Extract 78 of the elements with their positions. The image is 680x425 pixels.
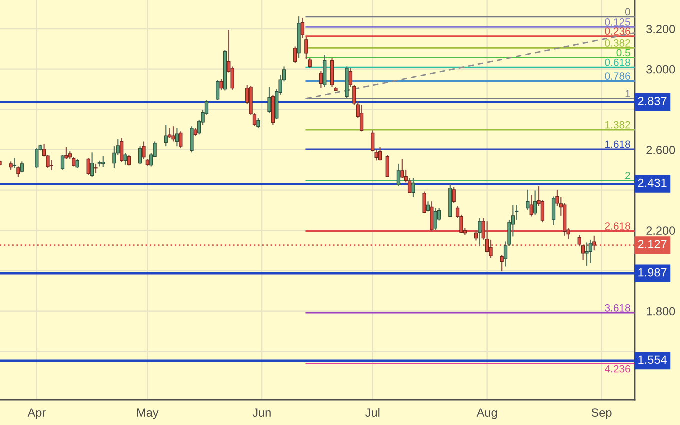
candlestick	[16, 166, 20, 178]
candlestick	[168, 128, 172, 139]
candlestick	[533, 190, 538, 216]
candlestick	[585, 242, 589, 266]
candlestick	[90, 152, 94, 178]
candlestick	[478, 218, 482, 248]
candlestick	[50, 160, 54, 172]
candlestick	[452, 186, 456, 204]
series-label: 4.236	[605, 365, 630, 373]
ref-line-label: 1.987	[638, 268, 667, 277]
x-tick-label: Aug	[476, 408, 498, 420]
series-label: 2	[626, 172, 630, 180]
candlestick	[526, 189, 530, 211]
series-label: 2.618	[605, 222, 630, 230]
y-tick-label: 3.000	[646, 65, 676, 74]
candlestick	[164, 124, 168, 148]
candlestick	[300, 17, 305, 39]
candlestick	[175, 128, 180, 148]
candlestick	[142, 141, 146, 160]
candlestick	[64, 146, 68, 160]
candlestick	[360, 104, 364, 132]
y-tick-label: 2.200	[646, 226, 676, 236]
candlestick	[400, 158, 404, 179]
candlestick	[412, 178, 416, 198]
ref-line-label: 2.127	[638, 240, 667, 248]
candlestick	[422, 191, 426, 214]
candlestick	[86, 158, 90, 176]
candlestick	[530, 194, 534, 218]
series-label: 1	[626, 90, 630, 98]
x-tick-label: Sep	[592, 408, 612, 420]
x-tick-label: Jul	[366, 408, 380, 418]
series-label: 3.618	[605, 304, 630, 312]
series-label: 0	[625, 8, 630, 16]
candlestick	[124, 152, 128, 166]
series-label: 0.236	[605, 28, 630, 36]
candlestick	[179, 131, 183, 149]
candlestick	[396, 163, 401, 187]
candlestick	[386, 154, 390, 178]
candlestick	[216, 79, 220, 101]
candlestick	[60, 154, 65, 171]
x-tick-label: May	[137, 408, 159, 420]
series-label: 0.382	[605, 40, 630, 47]
candlestick	[308, 58, 312, 69]
ref-line-label: 2.837	[638, 97, 667, 106]
candlestick	[120, 138, 124, 163]
y-tick-label: 3.200	[646, 25, 676, 34]
series-label: 0.786	[605, 72, 630, 80]
candlestick	[588, 239, 593, 264]
series-label: 1.618	[606, 140, 630, 148]
series-label: 0.125	[605, 18, 630, 26]
series-label: 0.5	[616, 49, 630, 57]
candlestick	[500, 254, 504, 272]
y-tick-label: 2.600	[646, 146, 676, 154]
candlestick	[378, 146, 382, 162]
x-tick-label: Apr	[28, 408, 46, 420]
candlestick	[138, 146, 142, 165]
candlestick	[256, 118, 260, 129]
series-label: 0.618	[605, 58, 630, 66]
candlestick	[172, 126, 176, 142]
candlestick	[94, 163, 98, 174]
candlestick	[294, 46, 298, 64]
candlestick	[102, 155, 106, 168]
ref-line-label: 2.431	[638, 178, 667, 188]
candlestick	[220, 78, 224, 90]
candlestick	[20, 161, 24, 174]
candlestick	[190, 126, 194, 154]
y-tick-label: 1.800	[647, 307, 676, 316]
candlestick	[434, 208, 438, 231]
x-tick-label: Jun	[252, 408, 271, 418]
ref-line-label: 1.554	[638, 356, 667, 364]
candlestick	[268, 86, 272, 114]
candlestick	[35, 148, 39, 169]
candlestick	[319, 70, 324, 89]
candlestick	[426, 201, 430, 212]
candlestick	[552, 196, 556, 226]
series-label: 1.382	[606, 121, 630, 129]
candlestick	[12, 158, 17, 169]
candlestick	[76, 158, 80, 169]
